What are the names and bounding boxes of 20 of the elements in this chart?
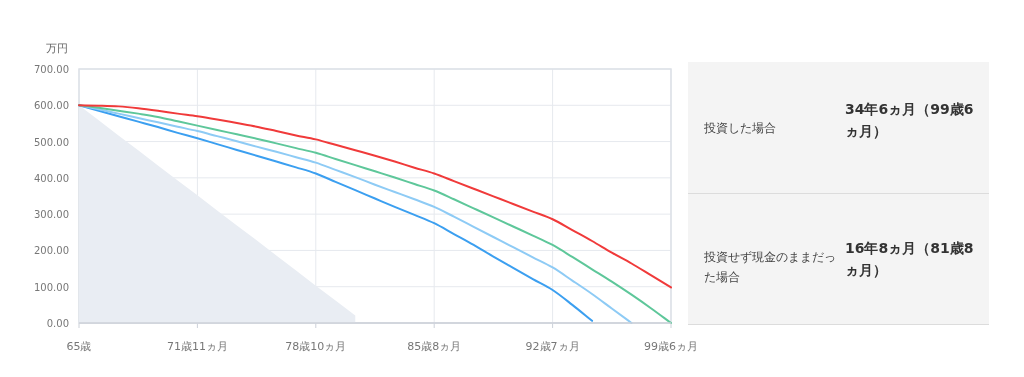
y-tick-label: 700.00 xyxy=(34,64,69,75)
x-tick-label: 71歳11ヵ月 xyxy=(166,340,228,353)
y-axis-title: 万円 xyxy=(46,42,68,55)
text: 34年6ヵ月（99歳6ヵ月） xyxy=(845,99,975,141)
y-tick-label: 300.00 xyxy=(34,209,69,221)
x-tick-label: 99歳6ヵ月 xyxy=(644,340,698,353)
y-tick-label: 400.00 xyxy=(34,172,69,184)
text: 16年8ヵ月（81歳8ヵ月） xyxy=(845,239,975,281)
x-tick-label: 92歳7ヵ月 xyxy=(525,340,580,353)
line-series xyxy=(78,104,672,289)
y-tick-label: 600.00 xyxy=(34,100,69,112)
y-tick-label: 100.00 xyxy=(34,281,69,293)
y-tick-label: 0.00 xyxy=(46,318,69,329)
x-tick-label: 65歳 xyxy=(66,340,92,353)
text: 投資した場合 xyxy=(704,119,777,137)
x-tick-label: 85歳8ヵ月 xyxy=(407,340,462,353)
x-tick-label: 78歳10ヵ月 xyxy=(285,340,347,353)
text: 投資せず現金のままだった場合 xyxy=(704,249,837,287)
y-tick-label: 200.00 xyxy=(34,245,69,257)
y-tick-label: 500.00 xyxy=(34,136,69,148)
